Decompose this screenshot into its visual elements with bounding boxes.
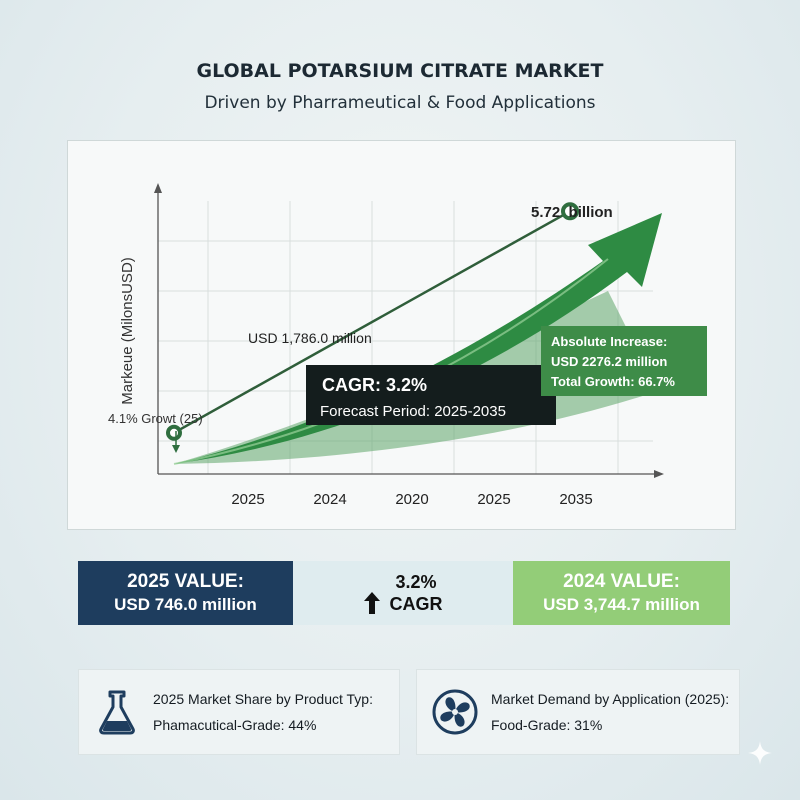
stat-2025-head: 2025 VALUE:	[127, 571, 244, 592]
absolute-increase-value: USD 2276.2 million	[551, 354, 667, 369]
x-tick-label: 2035	[559, 491, 592, 508]
mid-value-label: USD 1,786.0 million	[248, 330, 372, 346]
market-chart: Markeue (MilonsUSD) 2025 2024 2020 2025 …	[108, 183, 707, 508]
stat-bar: 2025 VALUE: USD 746.0 million 3.2% CAGR …	[78, 561, 730, 625]
stat-2024-head: 2024 VALUE:	[563, 571, 680, 592]
up-arrow-icon	[363, 592, 380, 614]
x-axis-arrow	[654, 470, 664, 478]
x-tick-label: 2025	[477, 491, 510, 508]
info-right-title: Market Demand by Application (2025):	[491, 691, 730, 707]
cagr-box	[306, 365, 556, 425]
sparkle-icon	[748, 741, 772, 765]
chart-panel: Markeue (MilonsUSD) 2025 2024 2020 2025 …	[67, 140, 736, 530]
stat-2024-value: 2024 VALUE: USD 3,744.7 million	[513, 561, 730, 625]
end-value-label: 5.72 billion	[531, 204, 613, 221]
data-point-start[interactable]	[166, 424, 182, 441]
total-growth-value: Total Growth: 66.7%	[551, 374, 675, 389]
info-card-product-share: 2025 Market Share by Product Typ: Phamac…	[78, 669, 400, 755]
y-axis-arrow	[154, 183, 162, 193]
stat-2024-amount: USD 3,744.7 million	[543, 595, 700, 614]
info-right-value: Food-Grade: 31%	[491, 717, 603, 733]
stat-cagr-value: 3.2%	[395, 572, 437, 592]
stat-cagr-label: CAGR	[389, 594, 443, 614]
x-tick-label: 2025	[231, 491, 264, 508]
y-axis-label: Markeue (MilonsUSD)	[119, 257, 136, 405]
growth-arrow	[174, 213, 662, 464]
absolute-increase-box	[541, 326, 707, 396]
cagr-box-forecast: Forecast Period: 2025-2035	[320, 403, 506, 420]
x-tick-label: 2024	[313, 491, 346, 508]
start-growth-label: 4.1% Growt (25)	[108, 411, 203, 426]
stat-2025-amount: USD 746.0 million	[114, 595, 257, 614]
stat-cagr: 3.2% CAGR	[293, 561, 513, 625]
series-line	[173, 210, 571, 434]
start-growth-pointer-head	[172, 445, 180, 453]
flask-icon	[99, 690, 135, 735]
page-subtitle: Driven by Pharrameutical & Food Applicat…	[204, 93, 596, 113]
info-left-title: 2025 Market Share by Product Typ:	[153, 691, 373, 707]
x-tick-label: 2020	[395, 491, 428, 508]
info-card-application-demand: Market Demand by Application (2025): Foo…	[416, 669, 740, 755]
page-title: GLOBAL POTARSIUM CITRATE MARKET	[196, 60, 604, 82]
stat-2025-value: 2025 VALUE: USD 746.0 million	[78, 561, 293, 625]
absolute-increase-title: Absolute Increase:	[551, 334, 667, 349]
cagr-box-title: CAGR: 3.2%	[322, 375, 427, 395]
data-point-end[interactable]	[561, 202, 579, 221]
info-left-value: Phamacutical-Grade: 44%	[153, 717, 317, 733]
fan-icon	[432, 689, 478, 735]
